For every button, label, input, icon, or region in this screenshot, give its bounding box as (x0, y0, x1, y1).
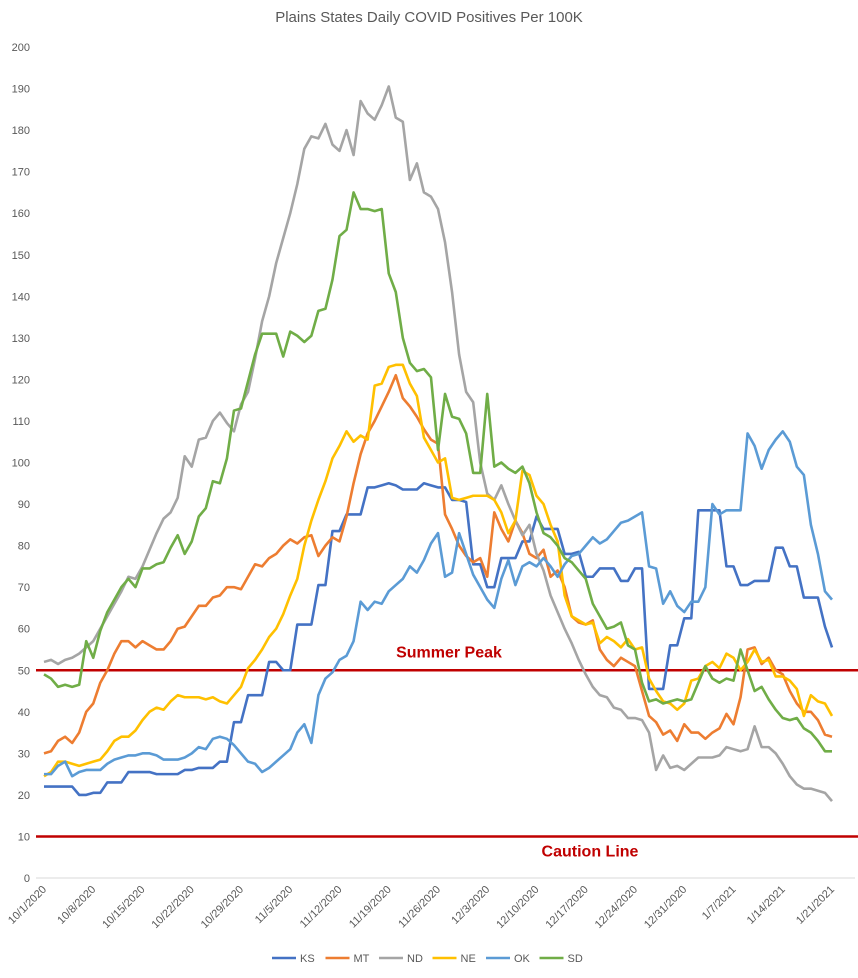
series-line (44, 430, 833, 778)
x-tick-label: 1/21/2021 (794, 884, 837, 927)
x-tick-label: 12/24/2020 (593, 884, 640, 931)
x-tick-label: 1/7/2021 (700, 884, 739, 923)
y-tick-label: 50 (18, 665, 30, 677)
y-tick-label: 140 (12, 291, 30, 303)
x-tick-label: 12/31/2020 (642, 884, 689, 931)
x-tick-label: 10/15/2020 (100, 884, 147, 931)
series-line (43, 85, 833, 802)
x-tick-label: 11/19/2020 (347, 884, 394, 931)
y-tick-label: 160 (12, 208, 30, 220)
x-tick-label: 10/1/2020 (6, 884, 49, 927)
series-line (43, 191, 832, 753)
series-line (43, 373, 833, 755)
y-tick-label: 60 (18, 624, 30, 636)
x-tick-label: 11/12/2020 (298, 884, 345, 931)
series-line (43, 363, 834, 778)
y-tick-label: 100 (12, 458, 30, 470)
legend-label: SD (568, 953, 583, 965)
x-tick-label: 10/29/2020 (199, 884, 246, 931)
y-tick-label: 70 (18, 582, 30, 594)
y-tick-label: 90 (18, 499, 30, 511)
y-tick-label: 200 (12, 42, 30, 54)
y-tick-label: 10 (18, 831, 30, 843)
reference-label: Caution Line (542, 843, 639, 860)
y-tick-label: 150 (12, 250, 30, 262)
legend-label: KS (300, 953, 315, 965)
y-tick-label: 170 (12, 167, 30, 179)
y-tick-label: 180 (12, 125, 30, 137)
x-tick-label: 11/5/2020 (253, 884, 296, 927)
series-line (44, 481, 834, 797)
legend-label: OK (514, 953, 531, 965)
y-tick-label: 110 (12, 416, 30, 428)
reference-label: Summer Peak (396, 644, 502, 661)
x-tick-label: 12/10/2020 (494, 884, 541, 931)
y-tick-label: 130 (12, 333, 30, 345)
x-tick-label: 11/26/2020 (396, 884, 443, 931)
x-tick-label: 10/22/2020 (149, 884, 196, 931)
x-tick-label: 1/14/2021 (745, 884, 788, 927)
x-tick-label: 12/3/2020 (449, 884, 492, 927)
y-tick-label: 120 (12, 374, 30, 386)
y-tick-label: 190 (12, 84, 30, 96)
legend-label: ND (407, 953, 423, 965)
y-tick-label: 0 (24, 873, 30, 885)
y-tick-label: 40 (18, 707, 30, 719)
legend: KS MT ND NE OK SD (272, 953, 583, 965)
chart-title: Plains States Daily COVID Positives Per … (275, 9, 583, 26)
legend-label: NE (461, 953, 476, 965)
y-tick-label: 20 (18, 790, 30, 802)
y-tick-label: 30 (18, 748, 30, 760)
x-tick-label: 10/8/2020 (55, 884, 98, 927)
x-tick-label: 12/17/2020 (543, 884, 590, 931)
y-tick-label: 80 (18, 541, 30, 553)
legend-label: MT (354, 953, 370, 965)
